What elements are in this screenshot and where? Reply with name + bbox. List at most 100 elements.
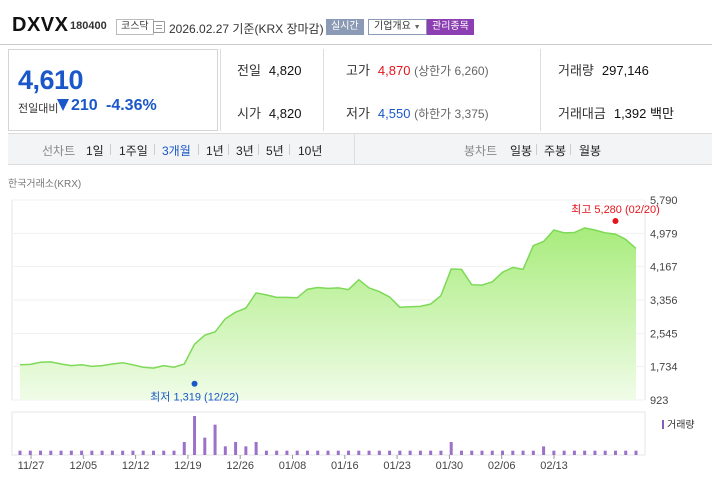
line-chart-label: 선차트 xyxy=(42,144,76,158)
volume-bar xyxy=(121,450,125,455)
volume-bar xyxy=(39,450,43,455)
stock-header: DXVX 180400 코스닥 2026.02.27 기준(KRX 장마감) 실… xyxy=(0,0,712,44)
volume-bar xyxy=(572,450,576,455)
amount-label: 거래대금 xyxy=(558,106,606,121)
volume-bar xyxy=(542,446,546,455)
volume-bar xyxy=(131,450,135,455)
volume-bar xyxy=(593,450,597,455)
volume-bar xyxy=(388,450,392,455)
stats-divider xyxy=(540,49,541,131)
corp-info-dropdown[interactable]: 기업개요 ▼ xyxy=(368,19,427,35)
volume-bar xyxy=(110,450,114,455)
price-line xyxy=(19,227,637,369)
calendar-icon xyxy=(153,21,165,33)
y-tick-label: 4,167 xyxy=(650,262,678,274)
volume-bar xyxy=(531,450,535,455)
period-separator xyxy=(154,144,155,155)
volume-bar xyxy=(69,450,73,455)
volume-bar xyxy=(244,446,248,455)
open-label: 시가 xyxy=(237,106,261,121)
y-tick-label: 4,979 xyxy=(650,228,678,240)
volume-bar xyxy=(449,442,453,455)
volume-bar xyxy=(634,450,638,455)
trade-amount: 거래대금 1,392 백만 xyxy=(558,103,674,122)
min-point xyxy=(191,380,198,387)
volume-bar xyxy=(316,450,320,455)
volume-bar xyxy=(264,450,268,455)
period-separator xyxy=(110,144,111,155)
volume-bar xyxy=(275,450,279,455)
volume-bar xyxy=(18,450,22,455)
period-monthly[interactable]: 월봉 xyxy=(579,144,602,158)
prev-close-value: 4,820 xyxy=(268,63,302,78)
down-arrow-icon xyxy=(57,99,69,111)
x-tick-label: 01/30 xyxy=(436,460,464,472)
volume-bar xyxy=(552,450,556,455)
volume-bar xyxy=(408,450,412,455)
volume-bar xyxy=(490,450,494,455)
volume-value: 297,146 xyxy=(601,63,649,78)
managed-stock-badge[interactable]: 관리종목 xyxy=(427,19,474,35)
x-tick-label: 11/27 xyxy=(18,460,45,472)
period-1w[interactable]: 1주일 xyxy=(119,144,148,158)
x-tick-label: 01/23 xyxy=(383,460,411,472)
min-annotation: 최저 1,319 (12/22) xyxy=(150,391,239,404)
period-3y[interactable]: 3년 xyxy=(236,144,254,158)
volume-bar xyxy=(398,450,402,455)
period-3m[interactable]: 3개월 xyxy=(162,144,191,158)
volume-bar xyxy=(480,450,484,455)
x-tick-label: 12/05 xyxy=(70,460,98,472)
y-tick-label: 3,356 xyxy=(650,295,678,307)
volume-bar xyxy=(511,450,515,455)
stats-divider xyxy=(323,49,324,131)
period-separator xyxy=(536,144,537,155)
high-price: 고가 4,870 (상한가 6,260) xyxy=(346,60,489,79)
volume-bar xyxy=(613,450,617,455)
volume-bar xyxy=(521,450,525,455)
volume-bar xyxy=(347,450,351,455)
volume: 거래량 297,146 xyxy=(558,60,649,79)
period-10y[interactable]: 10년 xyxy=(298,144,323,158)
low-value: 4,550 xyxy=(377,106,411,121)
realtime-button[interactable]: 실시간 xyxy=(326,19,364,35)
x-tick-label: 12/26 xyxy=(226,460,254,472)
stats-divider xyxy=(220,49,221,131)
prev-close: 전일 4,820 xyxy=(237,60,301,79)
amount-value: 1,392 백만 xyxy=(613,106,674,121)
stock-code: 180400 xyxy=(70,20,107,32)
y-tick-label: 2,545 xyxy=(650,328,678,340)
y-tick-label: 1,734 xyxy=(650,362,678,374)
stock-name: DXVX xyxy=(12,14,69,36)
volume-bar xyxy=(80,450,84,455)
volume-bar xyxy=(234,442,238,455)
volume-bar xyxy=(336,450,340,455)
chart-source: 한국거래소(KRX) xyxy=(8,179,82,190)
header-divider xyxy=(0,44,712,45)
volume-bar xyxy=(141,450,145,455)
volume-bar xyxy=(285,450,289,455)
period-daily[interactable]: 일봉 xyxy=(510,144,533,158)
volume-bar xyxy=(583,450,587,455)
period-5y[interactable]: 5년 xyxy=(266,144,284,158)
period-1d[interactable]: 1일 xyxy=(86,144,104,158)
volume-bar xyxy=(49,450,53,455)
corp-info-label: 기업개요 xyxy=(374,21,411,32)
volume-bar xyxy=(439,450,443,455)
volume-bar xyxy=(429,450,433,455)
period-1y[interactable]: 1년 xyxy=(206,144,224,158)
low-label: 저가 xyxy=(346,106,370,121)
base-date: 2026.02.27 기준(KRX 장마감) xyxy=(169,22,324,36)
volume-bar xyxy=(295,450,299,455)
volume-bar xyxy=(59,450,63,455)
volume-bar xyxy=(501,450,505,455)
change-value: 210 xyxy=(71,97,98,114)
volume-bar xyxy=(603,450,607,455)
x-tick-label: 01/08 xyxy=(279,460,307,472)
low-price: 저가 4,550 (하한가 3,375) xyxy=(346,103,489,122)
period-weekly[interactable]: 주봉 xyxy=(544,144,567,158)
volume-frame xyxy=(11,411,646,456)
volume-bar xyxy=(367,450,371,455)
volume-bar xyxy=(162,450,166,455)
volume-legend: 거래량 xyxy=(662,416,695,431)
